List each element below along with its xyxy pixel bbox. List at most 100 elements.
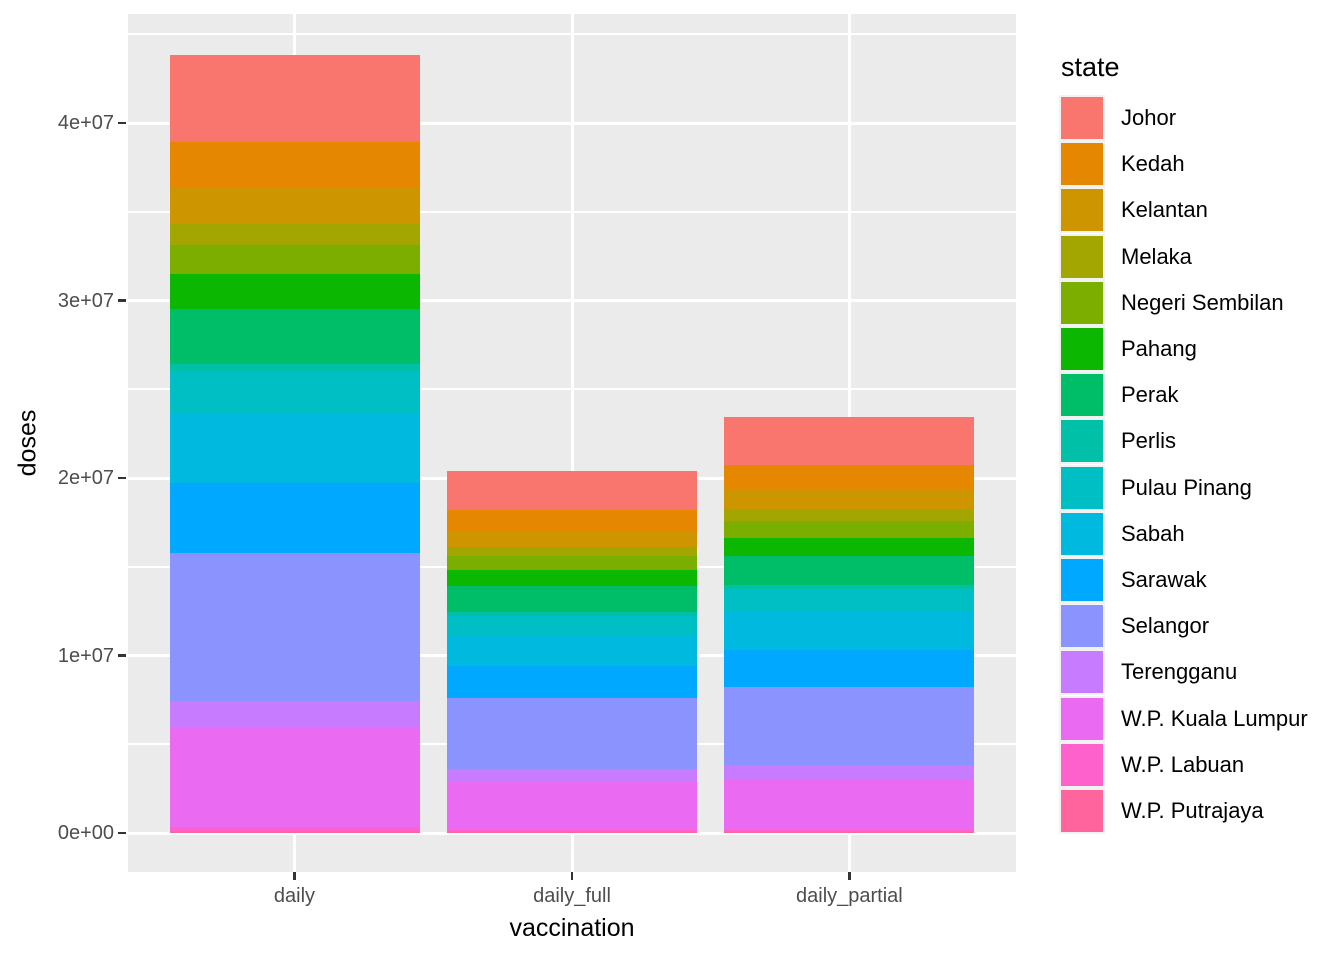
bar-segment-perak	[724, 555, 975, 586]
bar-segment-negeri-sembilan	[169, 244, 420, 275]
legend-item: Negeri Sembilan	[1059, 279, 1284, 326]
legend-item: Terengganu	[1059, 649, 1237, 696]
bar-segment-w-p-labuan	[169, 826, 420, 831]
legend-key	[1059, 418, 1105, 465]
bar-segment-w-p-putrajaya	[447, 831, 697, 833]
legend-label: W.P. Kuala Lumpur	[1121, 705, 1308, 731]
legend-label: Sabah	[1121, 520, 1185, 546]
legend-key	[1059, 603, 1105, 650]
legend-swatch-terengganu	[1061, 651, 1103, 694]
bar-segment-melaka	[169, 223, 420, 245]
plot-panel	[128, 14, 1016, 872]
y-tick-mark	[118, 476, 126, 480]
bar-segment-pulau-pinang	[169, 371, 420, 415]
legend-label: Negeri Sembilan	[1121, 289, 1284, 315]
legend-swatch-negeri-sembilan	[1061, 281, 1103, 324]
y-tick-mark	[118, 121, 126, 125]
legend-label: Perlis	[1121, 428, 1177, 454]
bar-segment-w-p-kuala-lumpur	[447, 781, 697, 831]
bar-segment-terengganu	[724, 765, 975, 780]
bar-segment-terengganu	[447, 769, 697, 782]
legend-swatch-perlis	[1061, 420, 1103, 463]
bar-segment-selangor	[447, 698, 697, 770]
legend-key	[1059, 510, 1105, 557]
y-tick-mark	[118, 831, 126, 835]
x-tick-mark	[848, 872, 851, 880]
bar-segment-perak	[169, 309, 420, 365]
bar-segment-melaka	[724, 509, 975, 522]
y-axis-title: doses	[13, 409, 42, 477]
bar-segment-kedah	[724, 464, 975, 490]
bar-segment-selangor	[169, 552, 420, 702]
legend-swatch-w-p-labuan	[1061, 743, 1103, 786]
legend-swatch-kelantan	[1061, 189, 1103, 232]
legend-item: W.P. Putrajaya	[1059, 788, 1264, 834]
legend-key	[1059, 557, 1105, 603]
bar-segment-johor	[447, 470, 697, 510]
legend-key	[1059, 649, 1105, 696]
bar-segment-sabah	[724, 612, 975, 650]
bar-segment-kedah	[447, 509, 697, 531]
legend-item: W.P. Kuala Lumpur	[1059, 695, 1308, 742]
bar-segment-melaka	[447, 547, 697, 557]
legend-label: Kedah	[1121, 151, 1185, 177]
bar-segment-selangor	[724, 687, 975, 765]
legend-item: Selangor	[1059, 603, 1210, 650]
legend-key	[1059, 695, 1105, 742]
legend-swatch-pahang	[1061, 328, 1103, 370]
legend-label: W.P. Putrajaya	[1121, 798, 1264, 823]
legend-label: Johor	[1121, 105, 1177, 130]
gridline-major-x	[570, 14, 574, 872]
x-tick-label: daily_full	[533, 885, 611, 907]
bar-segment-kelantan	[724, 489, 975, 510]
bar-segment-sabah	[447, 635, 697, 667]
legend-key	[1059, 741, 1105, 788]
bar-segment-w-p-kuala-lumpur	[169, 727, 420, 827]
legend-key	[1059, 233, 1105, 280]
legend-item: Sabah	[1059, 510, 1185, 557]
bar-segment-perlis	[724, 585, 975, 589]
bar-segment-sarawak	[447, 666, 697, 699]
legend-swatch-w-p-putrajaya	[1061, 790, 1103, 832]
legend-label: W.P. Labuan	[1121, 751, 1245, 777]
bar-segment-pahang	[169, 274, 420, 310]
legend-item: Perlis	[1059, 418, 1177, 465]
bar-segment-w-p-kuala-lumpur	[724, 779, 975, 830]
legend-label: Melaka	[1121, 243, 1192, 269]
bar-segment-pulau-pinang	[724, 588, 975, 613]
legend-title: state	[1061, 52, 1120, 82]
bar-segment-negeri-sembilan	[724, 521, 975, 538]
legend-item: W.P. Labuan	[1059, 741, 1245, 788]
bar-segment-johor	[724, 417, 975, 465]
legend-item: Kelantan	[1059, 187, 1208, 234]
bar-segment-perak	[447, 586, 697, 613]
legend-key	[1059, 141, 1105, 188]
y-tick-mark	[118, 299, 126, 302]
bar-segment-sarawak	[169, 483, 420, 553]
legend-swatch-perak	[1061, 374, 1103, 417]
legend-item: Melaka	[1059, 233, 1192, 280]
bar-segment-perlis	[447, 612, 697, 616]
legend-key	[1059, 326, 1105, 372]
legend-swatch-sabah	[1061, 512, 1103, 555]
legend-label: Pahang	[1121, 336, 1197, 361]
legend-label: Sarawak	[1121, 567, 1207, 592]
bar-segment-w-p-putrajaya	[169, 830, 420, 833]
legend-label: Pulau Pinang	[1121, 474, 1252, 500]
legend-item: Sarawak	[1059, 557, 1207, 603]
legend-swatch-kedah	[1061, 143, 1103, 186]
legend-swatch-pulau-pinang	[1061, 466, 1103, 509]
bar-segment-perlis	[169, 364, 420, 372]
legend-swatch-w-p-kuala-lumpur	[1061, 697, 1103, 740]
x-tick-mark	[293, 872, 296, 880]
legend-item: Pahang	[1059, 326, 1197, 372]
x-tick-label: daily_partial	[796, 885, 903, 907]
legend-key	[1059, 187, 1105, 234]
legend-swatch-melaka	[1061, 235, 1103, 278]
legend-label: Selangor	[1121, 613, 1210, 639]
legend-item: Pulau Pinang	[1059, 464, 1252, 511]
legend-swatch-johor	[1061, 97, 1103, 139]
legend-label: Kelantan	[1121, 197, 1208, 223]
bar-segment-terengganu	[169, 701, 420, 728]
